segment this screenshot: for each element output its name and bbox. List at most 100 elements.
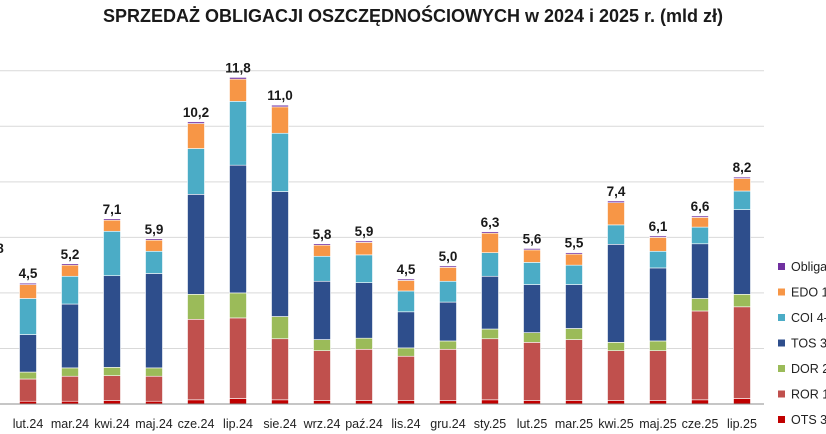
x-tick-label: lip.25 [727, 417, 757, 431]
bar-segment [61, 367, 79, 377]
bar-total-label: 5,5 [565, 236, 584, 251]
bar-total-label: 6,3 [481, 215, 500, 230]
bar-segment [355, 240, 373, 243]
bar-segment [691, 226, 709, 245]
legend-swatch [778, 288, 785, 296]
x-tick-label: maj.25 [639, 417, 677, 431]
bar-segment [313, 339, 331, 351]
bar-segment [733, 398, 751, 405]
x-tick-label: wrz.24 [303, 417, 341, 431]
bar-segment [313, 243, 331, 246]
bar-total-label: 5,6 [523, 231, 542, 246]
bar-segment [313, 280, 331, 340]
bar-segment [397, 278, 415, 281]
bar-segment [313, 244, 331, 257]
bar-segment [607, 350, 625, 401]
bar-segment [145, 375, 163, 402]
bar-segment [565, 284, 583, 329]
bar-segment [187, 148, 205, 195]
bar-segment [19, 371, 37, 380]
bar-segment [61, 375, 79, 402]
bar-segment [397, 355, 415, 401]
bar-segment [691, 243, 709, 299]
bar-total-label: 5,2 [61, 247, 80, 262]
bar-total-label: 10,2 [183, 105, 209, 120]
bar-segment [229, 317, 247, 399]
bar-segment [439, 267, 457, 282]
bar-segment [439, 340, 457, 350]
x-tick-label: paź.24 [345, 417, 383, 431]
bar-segment [691, 217, 709, 228]
bar-total-label: 7,1 [103, 202, 122, 217]
bar-total-label: 6,1 [649, 219, 668, 234]
bar-segment [649, 235, 667, 238]
bar-segment [439, 265, 457, 268]
bar-segment [313, 255, 331, 282]
bar-segment [145, 239, 163, 252]
bar-segment [313, 350, 331, 401]
bar-segment [397, 347, 415, 357]
bar-segment [271, 132, 289, 192]
bar-segment [607, 224, 625, 245]
bar-segment [691, 310, 709, 401]
bar-segment [271, 399, 289, 405]
x-tick-label: lut.24 [13, 417, 44, 431]
bar-total-label: 11,8 [225, 60, 251, 75]
legend-swatch [778, 339, 785, 347]
bar-segment [355, 282, 373, 339]
bar-total-label: 5,8 [313, 227, 332, 242]
bar-segment [187, 121, 205, 124]
bar-segment [19, 378, 37, 402]
bar-segment [691, 298, 709, 312]
bar-segment [397, 311, 415, 349]
x-tick-label: lis.24 [391, 417, 420, 431]
bar-segment [271, 104, 289, 108]
bar-segment [103, 275, 121, 368]
legend-label: ROR 1 [791, 388, 826, 402]
bar-segment [271, 338, 289, 401]
bar-segment [691, 215, 709, 218]
x-tick-label: mar.24 [51, 417, 89, 431]
bar-segment [19, 298, 37, 335]
bar-segment [481, 231, 499, 234]
bar-total-label: 6,6 [691, 199, 710, 214]
bar-segment [649, 350, 667, 401]
bar-segment [103, 230, 121, 277]
bar-segment [649, 250, 667, 269]
legend-label: OTS 3- [791, 413, 826, 427]
bar-segment [229, 164, 247, 294]
bar-segment [607, 202, 625, 226]
bar-segment [481, 232, 499, 253]
bar-segment [733, 176, 751, 179]
x-tick-label: mar.25 [555, 417, 593, 431]
bar-segment [61, 275, 79, 305]
bar-segment [103, 375, 121, 401]
x-tick-label: kwi.25 [598, 417, 633, 431]
bar-total-label: 7,4 [607, 184, 626, 199]
bar-segment [481, 328, 499, 340]
bar-segment [145, 250, 163, 274]
bar-segment [187, 294, 205, 320]
bar-segment [733, 209, 751, 295]
bar-total-label: 5,0 [439, 249, 458, 264]
bar-segment [355, 337, 373, 350]
bar-segment [439, 301, 457, 342]
bar-segment [271, 191, 289, 317]
bar-segment [733, 190, 751, 210]
bar-segment [523, 284, 541, 333]
x-tick-label: cze.24 [178, 417, 215, 431]
bar-segment [565, 339, 583, 401]
bar-segment [523, 248, 541, 251]
legend-swatch [778, 416, 785, 423]
legend-label: Obliga [791, 260, 826, 274]
bar-segment [271, 106, 289, 134]
bar-segment [187, 123, 205, 149]
bar-segment [523, 249, 541, 263]
x-tick-label: sty.25 [474, 417, 506, 431]
bar-segment [397, 290, 415, 313]
legend-label: DOR 2 [791, 362, 826, 376]
bar-segment [145, 238, 163, 241]
bar-segment [649, 267, 667, 342]
bar-segment [565, 252, 583, 255]
bar-segment [229, 292, 247, 319]
